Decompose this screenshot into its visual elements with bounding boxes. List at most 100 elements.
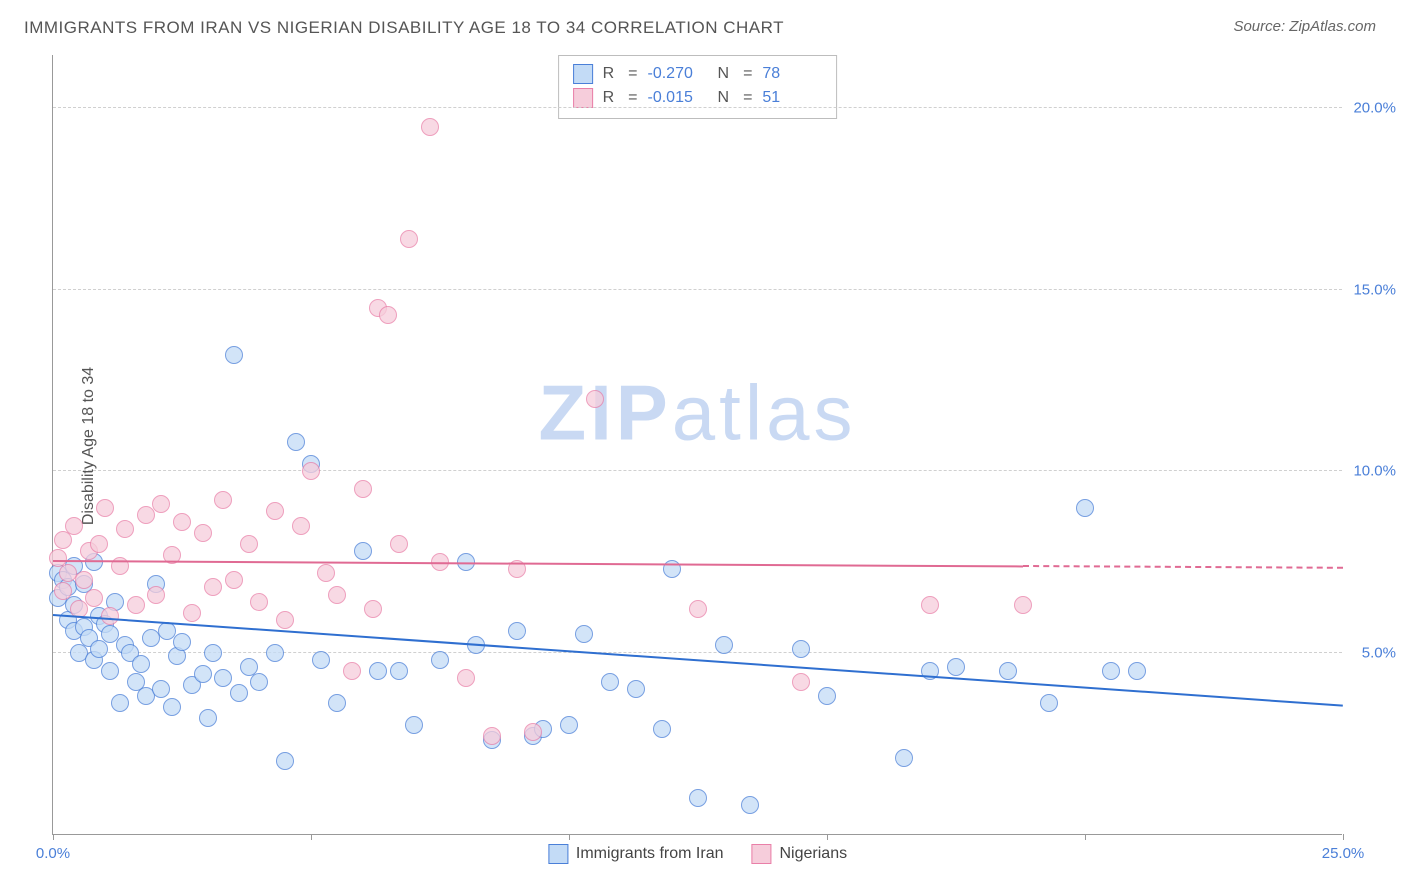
x-tick-label: 0.0% bbox=[36, 845, 70, 862]
data-point bbox=[230, 684, 248, 702]
legend-series-label: Immigrants from Iran bbox=[576, 845, 724, 863]
data-point bbox=[343, 662, 361, 680]
data-point bbox=[65, 517, 83, 535]
data-point bbox=[405, 716, 423, 734]
data-point bbox=[54, 582, 72, 600]
data-point bbox=[354, 542, 372, 560]
data-point bbox=[317, 564, 335, 582]
data-point bbox=[689, 789, 707, 807]
data-point bbox=[152, 495, 170, 513]
x-tick bbox=[569, 834, 570, 840]
data-point bbox=[173, 633, 191, 651]
data-point bbox=[431, 651, 449, 669]
data-point bbox=[1040, 694, 1058, 712]
data-point bbox=[601, 673, 619, 691]
legend-item: Nigerians bbox=[752, 844, 848, 864]
legend-row: R=-0.015N=51 bbox=[573, 86, 823, 110]
legend-series-label: Nigerians bbox=[780, 845, 848, 863]
data-point bbox=[250, 593, 268, 611]
data-point bbox=[152, 680, 170, 698]
data-point bbox=[214, 491, 232, 509]
data-point bbox=[214, 669, 232, 687]
legend-swatch bbox=[548, 844, 568, 864]
y-tick-label: 5.0% bbox=[1362, 644, 1396, 661]
series-legend: Immigrants from Iran Nigerians bbox=[548, 844, 847, 864]
data-point bbox=[276, 752, 294, 770]
data-point bbox=[369, 662, 387, 680]
data-point bbox=[895, 749, 913, 767]
data-point bbox=[111, 557, 129, 575]
data-point bbox=[266, 502, 284, 520]
data-point bbox=[560, 716, 578, 734]
y-tick-label: 15.0% bbox=[1353, 281, 1396, 298]
data-point bbox=[173, 513, 191, 531]
data-point bbox=[328, 586, 346, 604]
data-point bbox=[483, 727, 501, 745]
data-point bbox=[947, 658, 965, 676]
legend-n-value: 78 bbox=[762, 62, 822, 86]
data-point bbox=[147, 586, 165, 604]
data-point bbox=[240, 535, 258, 553]
legend-eq: = bbox=[628, 62, 637, 86]
legend-n-value: 51 bbox=[762, 86, 822, 110]
legend-r-label: R bbox=[603, 62, 615, 86]
chart-title: IMMIGRANTS FROM IRAN VS NIGERIAN DISABIL… bbox=[24, 18, 784, 38]
data-point bbox=[379, 306, 397, 324]
data-point bbox=[741, 796, 759, 814]
data-point bbox=[328, 694, 346, 712]
data-point bbox=[354, 480, 372, 498]
legend-swatch bbox=[573, 88, 593, 108]
data-point bbox=[137, 506, 155, 524]
data-point bbox=[204, 578, 222, 596]
legend-eq: = bbox=[743, 62, 752, 86]
data-point bbox=[689, 600, 707, 618]
data-point bbox=[818, 687, 836, 705]
legend-r-label: R bbox=[603, 86, 615, 110]
data-point bbox=[1014, 596, 1032, 614]
data-point bbox=[508, 622, 526, 640]
data-point bbox=[199, 709, 217, 727]
gridline bbox=[53, 652, 1342, 653]
data-point bbox=[90, 535, 108, 553]
data-point bbox=[194, 665, 212, 683]
data-point bbox=[400, 230, 418, 248]
legend-swatch bbox=[752, 844, 772, 864]
data-point bbox=[101, 607, 119, 625]
legend-n-label: N bbox=[718, 62, 730, 86]
data-point bbox=[457, 669, 475, 687]
data-point bbox=[75, 571, 93, 589]
data-point bbox=[390, 662, 408, 680]
legend-item: Immigrants from Iran bbox=[548, 844, 724, 864]
data-point bbox=[1102, 662, 1120, 680]
x-tick bbox=[1343, 834, 1344, 840]
data-point bbox=[586, 390, 604, 408]
data-point bbox=[1128, 662, 1146, 680]
y-tick-label: 20.0% bbox=[1353, 100, 1396, 117]
data-point bbox=[225, 346, 243, 364]
trend-line bbox=[53, 560, 1023, 567]
data-point bbox=[1076, 499, 1094, 517]
data-point bbox=[101, 662, 119, 680]
data-point bbox=[225, 571, 243, 589]
data-point bbox=[163, 698, 181, 716]
data-point bbox=[127, 596, 145, 614]
watermark: ZIPatlas bbox=[538, 368, 856, 459]
legend-eq: = bbox=[628, 86, 637, 110]
gridline bbox=[53, 289, 1342, 290]
x-tick-label: 25.0% bbox=[1322, 845, 1365, 862]
x-tick bbox=[1085, 834, 1086, 840]
legend-r-value: -0.270 bbox=[648, 62, 708, 86]
scatter-plot-area: ZIPatlas R=-0.270N=78R=-0.015N=51 Immigr… bbox=[52, 55, 1342, 835]
data-point bbox=[116, 520, 134, 538]
y-tick-label: 10.0% bbox=[1353, 463, 1396, 480]
data-point bbox=[292, 517, 310, 535]
legend-row: R = -0.270 N = 78 bbox=[573, 62, 823, 86]
data-point bbox=[287, 433, 305, 451]
gridline bbox=[53, 470, 1342, 471]
legend-swatch bbox=[573, 64, 593, 84]
data-point bbox=[999, 662, 1017, 680]
data-point bbox=[111, 694, 129, 712]
data-point bbox=[132, 655, 150, 673]
data-point bbox=[524, 723, 542, 741]
data-point bbox=[194, 524, 212, 542]
